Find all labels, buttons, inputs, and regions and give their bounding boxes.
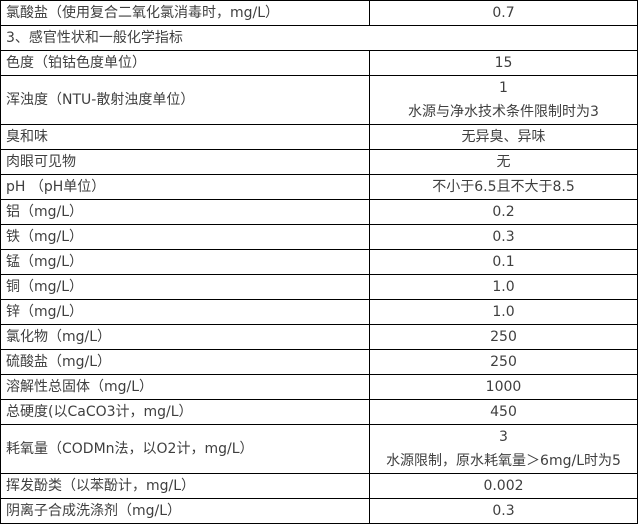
table-row: 肉眼可见物无 (0, 149, 638, 175)
limit-value: 450 (369, 399, 638, 425)
section-header: 3、感官性状和一般化学指标 (0, 25, 638, 51)
limit-value-line1: 3 (499, 429, 508, 445)
limit-value-line2: 水源与净水技术条件限制时为3 (408, 104, 599, 120)
limit-value: 无 (369, 149, 638, 175)
table-row: 氯酸盐（使用复合二氧化氯消毒时，mg/L） 0.7 (0, 0, 638, 26)
indicator-label: 挥发酚类（以苯酚计，mg/L） (0, 473, 370, 499)
indicator-label: 铜（mg/L） (0, 274, 370, 300)
limit-value: 0.1 (369, 249, 638, 275)
indicator-label: 浑浊度（NTU-散射浊度单位） (0, 75, 370, 125)
section-row: 3、感官性状和一般化学指标 (0, 25, 638, 51)
table-row: 挥发酚类（以苯酚计，mg/L） 0.002 (0, 473, 638, 499)
limit-value-line1: 1 (499, 80, 508, 96)
limit-value: 0.3 (369, 498, 638, 524)
table-row: 浑浊度（NTU-散射浊度单位） 1 水源与净水技术条件限制时为3 (0, 75, 638, 125)
table-row: 锰（mg/L） 0.1 (0, 249, 638, 275)
table-row: 铜（mg/L） 1.0 (0, 274, 638, 300)
table-row: 色度（铂钴色度单位） 15 (0, 50, 638, 76)
table-row: 铁（mg/L） 0.3 (0, 224, 638, 250)
indicator-label: pH （pH单位） (0, 174, 370, 200)
limit-value: 不小于6.5且不大于8.5 (369, 174, 638, 200)
table-row: 耗氧量（CODMn法，以O2计，mg/L） 3 水源限制，原水耗氧量＞6mg/L时为… (0, 424, 638, 474)
table-row: pH （pH单位） 不小于6.5且不大于8.5 (0, 174, 638, 200)
limit-value: 1 水源与净水技术条件限制时为3 (369, 75, 638, 125)
indicator-label: 肉眼可见物 (0, 149, 370, 175)
indicator-label: 锌（mg/L） (0, 299, 370, 325)
limit-value: 0.3 (369, 224, 638, 250)
indicator-label: 阴离子合成洗涤剂（mg/L） (0, 498, 370, 524)
table-row: 阴离子合成洗涤剂（mg/L） 0.3 (0, 498, 638, 524)
limit-value: 250 (369, 324, 638, 350)
table-row: 硫酸盐（mg/L） 250 (0, 349, 638, 375)
table-row: 溶解性总固体（mg/L） 1000 (0, 374, 638, 400)
indicator-label: 臭和味 (0, 124, 370, 150)
indicator-label: 氯酸盐（使用复合二氧化氯消毒时，mg/L） (0, 0, 370, 26)
limit-value: 0.7 (369, 0, 638, 26)
limit-value: 无异臭、异味 (369, 124, 638, 150)
table-row: 总硬度(以CaCO3计，mg/L） 450 (0, 399, 638, 425)
limit-value: 15 (369, 50, 638, 76)
indicator-label: 色度（铂钴色度单位） (0, 50, 370, 76)
limit-value: 250 (369, 349, 638, 375)
indicator-label: 铝（mg/L） (0, 199, 370, 225)
limit-value: 1000 (369, 374, 638, 400)
table-row: 铝（mg/L） 0.2 (0, 199, 638, 225)
table-row: 锌（mg/L） 1.0 (0, 299, 638, 325)
limit-value: 0.2 (369, 199, 638, 225)
limit-value: 0.002 (369, 473, 638, 499)
indicator-label: 铁（mg/L） (0, 224, 370, 250)
limit-value-line2: 水源限制，原水耗氧量＞6mg/L时为5 (386, 453, 621, 469)
indicator-label: 锰（mg/L） (0, 249, 370, 275)
indicator-label: 硫酸盐（mg/L） (0, 349, 370, 375)
indicator-label: 总硬度(以CaCO3计，mg/L） (0, 399, 370, 425)
table-row: 臭和味 无异臭、异味 (0, 124, 638, 150)
limit-value: 1.0 (369, 274, 638, 300)
limit-value: 3 水源限制，原水耗氧量＞6mg/L时为5 (369, 424, 638, 474)
indicator-label: 耗氧量（CODMn法，以O2计，mg/L） (0, 424, 370, 474)
indicator-label: 氯化物（mg/L） (0, 324, 370, 350)
indicator-label: 溶解性总固体（mg/L） (0, 374, 370, 400)
table-row: 氯化物（mg/L） 250 (0, 324, 638, 350)
limit-value: 1.0 (369, 299, 638, 325)
